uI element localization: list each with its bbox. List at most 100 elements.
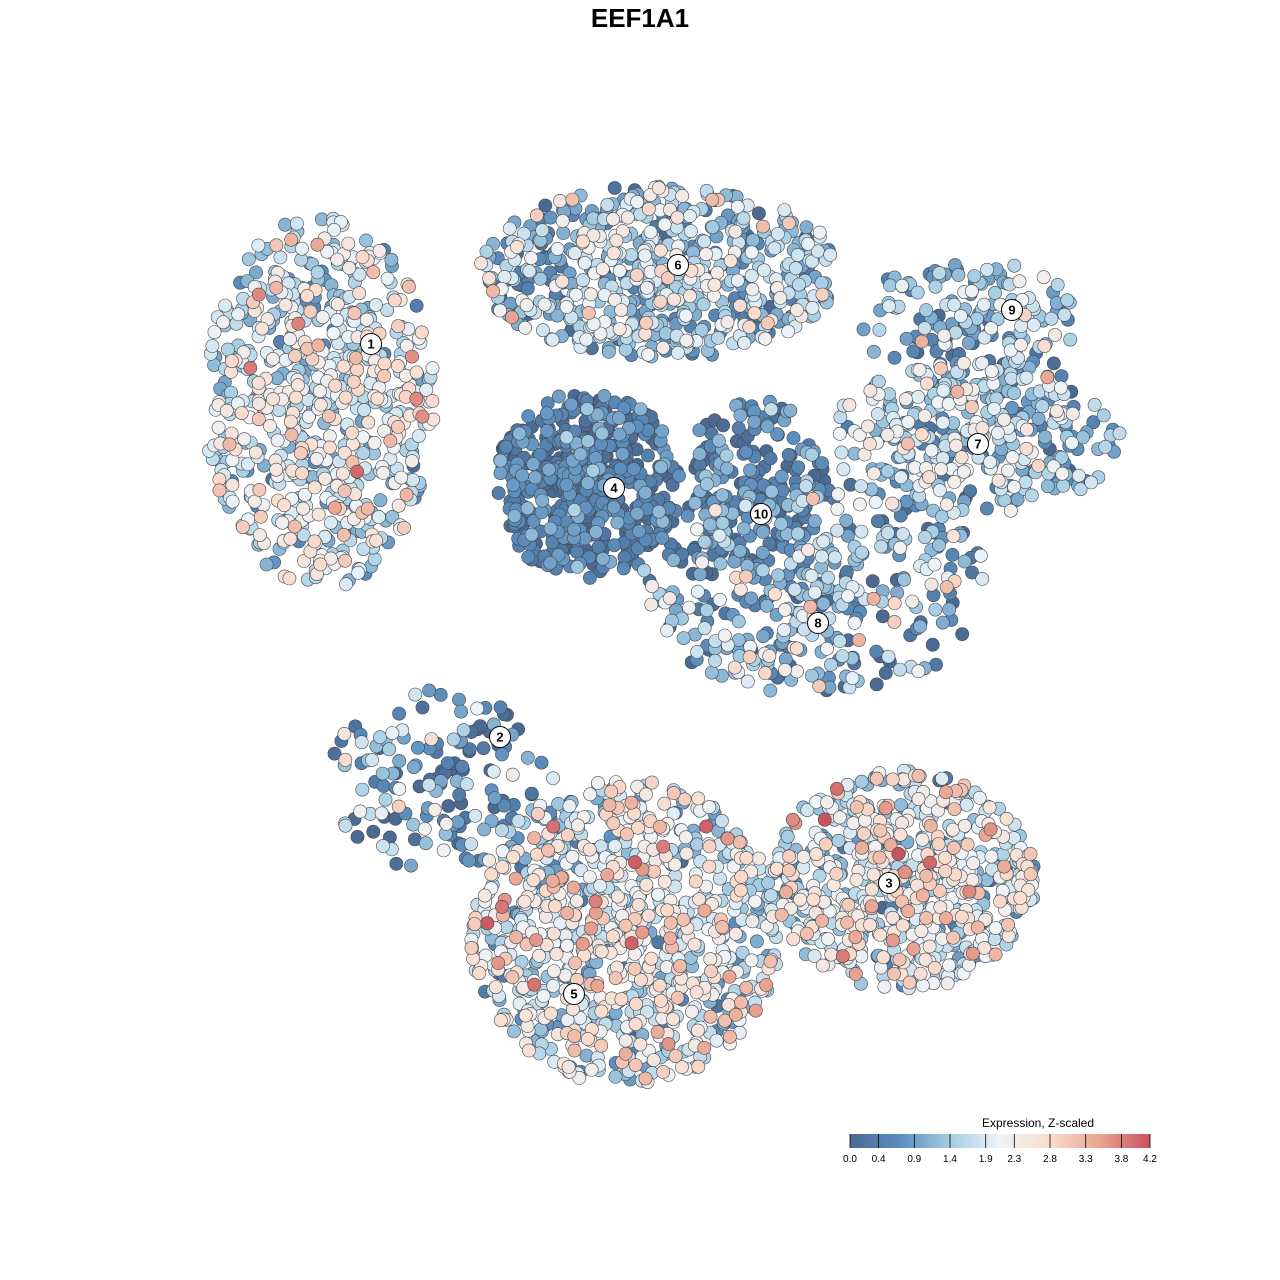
data-point bbox=[791, 460, 806, 475]
data-point bbox=[508, 871, 523, 886]
data-point bbox=[683, 289, 697, 303]
data-point bbox=[584, 1062, 599, 1077]
data-point bbox=[354, 735, 369, 750]
data-point bbox=[763, 683, 778, 698]
data-point bbox=[612, 263, 627, 278]
data-point bbox=[1112, 426, 1127, 441]
data-point bbox=[762, 649, 777, 663]
data-point bbox=[863, 383, 878, 398]
cluster-label-text: 6 bbox=[674, 258, 681, 273]
data-point bbox=[728, 926, 743, 941]
legend-tick-label: 3.3 bbox=[1079, 1154, 1093, 1165]
data-point bbox=[965, 400, 979, 414]
data-point bbox=[564, 397, 579, 412]
data-point bbox=[606, 246, 621, 260]
data-point bbox=[237, 432, 252, 447]
data-point bbox=[387, 293, 402, 308]
data-point bbox=[806, 491, 820, 506]
data-point bbox=[973, 548, 988, 563]
data-point bbox=[877, 979, 892, 994]
data-point bbox=[477, 822, 491, 837]
data-point bbox=[638, 248, 652, 263]
data-point bbox=[608, 971, 623, 985]
cluster-label: 5 bbox=[563, 983, 585, 1005]
data-point bbox=[409, 365, 424, 380]
data-point bbox=[785, 812, 800, 827]
data-point bbox=[600, 197, 615, 212]
data-point bbox=[872, 850, 887, 865]
legend-tick-label: 2.8 bbox=[1043, 1154, 1057, 1165]
data-point bbox=[310, 237, 325, 252]
data-point bbox=[624, 795, 639, 810]
data-point bbox=[756, 629, 771, 643]
data-point bbox=[606, 212, 620, 227]
data-point bbox=[491, 956, 506, 970]
data-point bbox=[365, 753, 379, 767]
data-point bbox=[666, 1012, 680, 1026]
data-point bbox=[733, 582, 748, 597]
data-point bbox=[679, 846, 694, 861]
data-point bbox=[346, 374, 361, 389]
data-point bbox=[480, 916, 495, 931]
data-point bbox=[391, 799, 406, 814]
data-point bbox=[746, 233, 760, 248]
data-point bbox=[720, 315, 735, 329]
data-point bbox=[948, 325, 963, 340]
data-point bbox=[247, 494, 262, 509]
data-point bbox=[891, 847, 906, 861]
data-point bbox=[708, 503, 723, 518]
data-point bbox=[356, 446, 371, 460]
data-point bbox=[641, 347, 655, 362]
data-point bbox=[939, 497, 954, 512]
data-point bbox=[816, 596, 831, 611]
data-point bbox=[415, 700, 430, 715]
data-point bbox=[545, 332, 560, 347]
data-point bbox=[768, 587, 782, 601]
data-point bbox=[607, 181, 622, 195]
data-point bbox=[367, 552, 382, 567]
data-point bbox=[518, 1008, 533, 1023]
data-point bbox=[291, 378, 305, 393]
data-point bbox=[845, 671, 860, 686]
data-point bbox=[608, 1069, 623, 1084]
data-point bbox=[628, 855, 642, 870]
data-point bbox=[322, 440, 337, 455]
data-point bbox=[427, 802, 442, 817]
data-point bbox=[747, 306, 762, 321]
data-point bbox=[678, 308, 693, 323]
data-point bbox=[803, 599, 818, 614]
data-point bbox=[705, 192, 720, 207]
data-point bbox=[646, 1053, 661, 1067]
data-point bbox=[945, 822, 960, 837]
data-point bbox=[225, 494, 240, 509]
data-point bbox=[712, 528, 727, 543]
data-point bbox=[405, 349, 419, 364]
data-point bbox=[318, 471, 332, 486]
data-point bbox=[821, 932, 835, 946]
data-point bbox=[657, 874, 672, 889]
data-point bbox=[806, 892, 821, 907]
data-point bbox=[338, 818, 353, 833]
data-point bbox=[868, 495, 883, 509]
data-point bbox=[676, 631, 691, 645]
data-point bbox=[296, 501, 310, 516]
data-point bbox=[425, 361, 440, 376]
data-point bbox=[1024, 488, 1039, 503]
data-point bbox=[414, 325, 429, 340]
data-point bbox=[756, 525, 770, 539]
data-point bbox=[955, 627, 970, 641]
data-point bbox=[699, 247, 713, 262]
data-point bbox=[878, 666, 893, 680]
data-point bbox=[253, 509, 268, 524]
data-point bbox=[950, 384, 965, 399]
data-point bbox=[685, 1004, 699, 1019]
data-point bbox=[927, 961, 942, 975]
data-point bbox=[553, 193, 567, 208]
data-point bbox=[594, 944, 609, 959]
data-point bbox=[787, 582, 802, 597]
data-point bbox=[546, 819, 561, 834]
data-point bbox=[887, 966, 901, 981]
data-point bbox=[902, 975, 917, 990]
data-point bbox=[675, 188, 690, 203]
data-point bbox=[905, 594, 920, 609]
